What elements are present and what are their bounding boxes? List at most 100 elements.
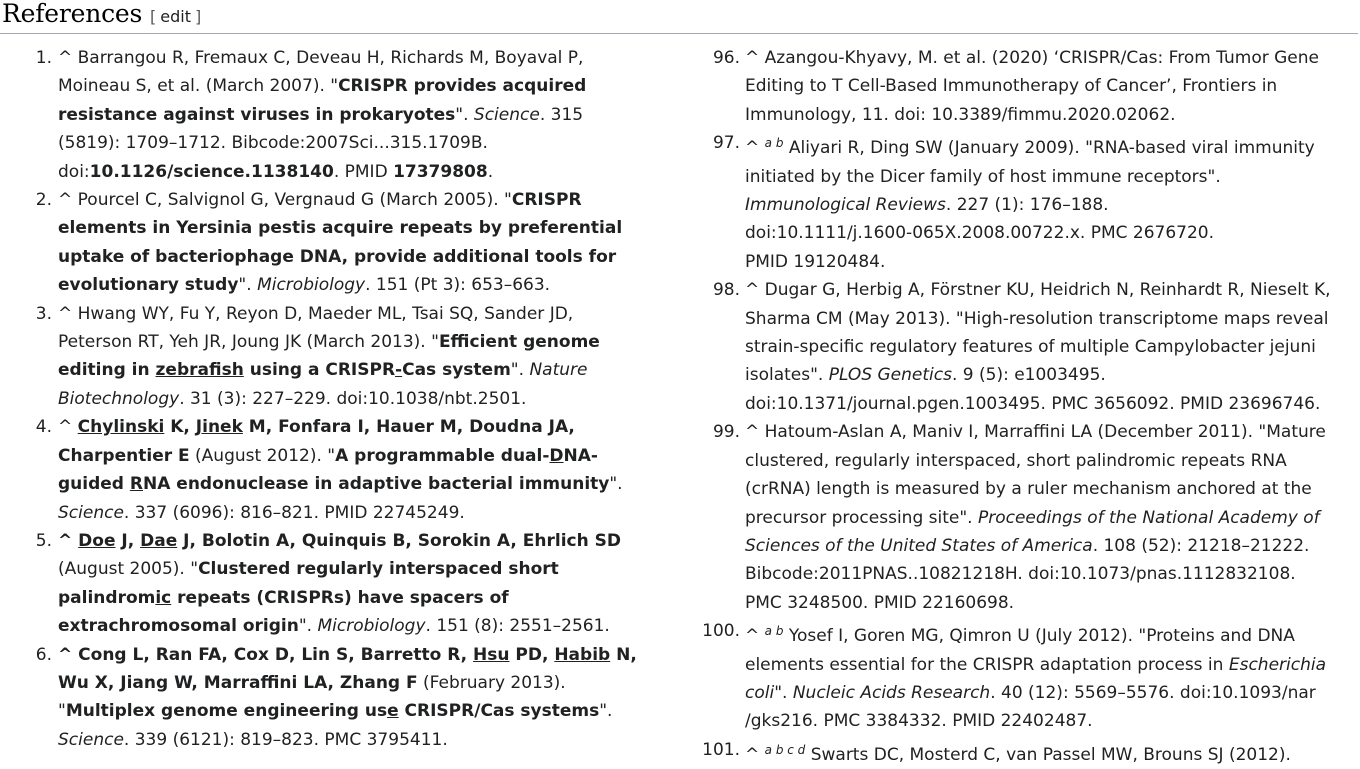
reference-text: . 151 (Pt 3): 653–663. [365, 275, 551, 296]
reference-line: Sharma CM (May 2013). "High-resolution t… [745, 305, 1358, 333]
reference-text: . 315 [539, 104, 584, 125]
reference-link[interactable]: Jinek [195, 417, 243, 438]
reference-text[interactable]: ^ [745, 138, 765, 159]
reference-line: elements in Yersinia pestis acquire repe… [58, 214, 680, 242]
reference-text: ". [298, 616, 318, 637]
reference-text: ". [510, 360, 530, 381]
reference-text: Immunology, 11. doi: 10.3389/fimmu.2020.… [745, 104, 1176, 125]
reference-text: (crRNA) length is measured by a ruler me… [745, 479, 1312, 500]
reference-line: precursor processing site". Proceedings … [745, 504, 1358, 532]
reference-text: doi: [58, 161, 90, 182]
reference-text[interactable]: ^ Hwang WY, Fu Y, Reyon D, Maeder ML, Ts… [58, 303, 574, 324]
backlink-letters[interactable]: a b [764, 136, 784, 151]
reference-text: PD, [509, 644, 555, 665]
reference-number: 100. [702, 621, 740, 642]
reference-link[interactable]: Dae [140, 530, 178, 551]
reference-text: . 339 (6121): 819–823. PMC 3795411. [123, 729, 448, 750]
reference-item: 98. ^ Dugar G, Herbig A, Förstner KU, Hei… [688, 276, 1358, 418]
reference-line: palindromic repeats (CRISPRs) have space… [58, 584, 680, 612]
reference-line: ^ a b Aliyari R, Ding SW (January 2009).… [745, 129, 1358, 162]
reference-text: J, [115, 530, 141, 551]
reference-text: (August 2012). " [189, 445, 336, 466]
reference-item: 3. ^ Hwang WY, Fu Y, Reyon D, Maeder ML, … [0, 300, 680, 414]
reference-text: N, [610, 644, 637, 665]
reference-text: 17379808 [393, 161, 488, 182]
reference-line: evolutionary study". Microbiology. 151 (… [58, 271, 680, 299]
reference-text[interactable]: ^ Pourcel C, Salvignol G, Vergnaud G (Ma… [58, 190, 512, 211]
reference-line: clustered, regularly interspaced, short … [745, 447, 1358, 475]
reference-text: Microbiology [257, 275, 366, 296]
reference-text: Nature [529, 360, 588, 381]
reference-text: Charpentier E [58, 445, 190, 466]
reference-text[interactable]: ^ Dugar G, Herbig A, Förstner KU, Heidri… [745, 280, 1331, 301]
reference-text: Wu X, Jiang W, Marraffini LA, Zhang F [58, 672, 418, 693]
reference-line: Sciences of the United States of America… [745, 532, 1358, 560]
reference-line: ^ a b Yosef I, Goren MG, Qimron U (July … [745, 617, 1358, 650]
reference-text[interactable]: ^ Cong L, Ran FA, Cox D, Lin S, Barretto… [58, 644, 473, 665]
reference-text: strain-specific regulatory features of m… [745, 337, 1316, 358]
reference-text[interactable]: ^ [745, 626, 765, 647]
reference-text: . PMID [333, 161, 394, 182]
reference-link[interactable]: zebrafish [155, 360, 244, 381]
references-column-right: 96. ^ Azangou-Khyavy, M. et al. (2020) ‘C… [688, 44, 1358, 769]
reference-text: Microbiology [317, 616, 426, 637]
reference-line: doi:10.1126/science.1138140. PMID 173798… [58, 158, 680, 186]
reference-line: Immunology, 11. doi: 10.3389/fimmu.2020.… [745, 101, 1358, 129]
reference-link[interactable]: Habib [554, 644, 611, 665]
reference-text[interactable]: ^ [58, 530, 79, 551]
reference-link[interactable]: Chylinski [77, 417, 165, 438]
reference-link[interactable]: D [549, 445, 564, 466]
reference-text: ". [455, 104, 474, 125]
reference-text: Science [473, 104, 540, 125]
reference-text[interactable]: ^ Azangou-Khyavy, M. et al. (2020) ‘CRIS… [745, 48, 1319, 68]
reference-text: CRISPR/Cas systems [398, 701, 600, 722]
reference-line: ^ Pourcel C, Salvignol G, Vergnaud G (Ma… [58, 186, 680, 214]
reference-text: CRISPR [511, 190, 582, 211]
reference-text: Multiplex genome engineering us [65, 701, 388, 722]
reference-line: uptake of bacteriophage DNA, provide add… [58, 243, 680, 271]
edit-link[interactable]: edit [160, 7, 191, 26]
references-column-left: 1. ^ Barrangou R, Fremaux C, Deveau H, Ri… [0, 44, 680, 754]
reference-line: Bibcode:2011PNAS..10821218H. doi:10.1073… [745, 560, 1358, 588]
backlink-letters[interactable]: a b [764, 624, 784, 639]
reference-text: . 337 (6096): 816–821. PMID 22745249. [123, 502, 465, 523]
reference-number: 6. [35, 644, 52, 665]
reference-item: 4. ^ Chylinski K, Jinek M, Fonfara I, Hau… [0, 413, 680, 527]
reference-line: elements essential for the CRISPR adapta… [745, 651, 1358, 679]
edit-bracket-close: ] [194, 7, 202, 26]
reference-link[interactable]: e [387, 701, 399, 722]
reference-text: PLOS Genetics [828, 365, 952, 386]
reference-link[interactable]: R [129, 474, 143, 495]
reference-text: Yosef I, Goren MG, Qimron U (July 2012).… [783, 626, 1295, 647]
reference-link[interactable]: Doe [78, 530, 116, 551]
reference-text: evolutionary study [58, 275, 239, 296]
reference-text: . 227 (1): 176–188. [945, 195, 1109, 216]
reference-text: Bibcode:2011PNAS..10821218H. doi:10.1073… [745, 564, 1296, 585]
reference-text: . 151 (8): 2551–2561. [425, 616, 610, 637]
reference-text: . 108 (52): 21218–21222. [1092, 535, 1310, 556]
reference-text: isolates". [745, 365, 829, 386]
backlink-letters[interactable]: a b c d [764, 742, 806, 757]
reference-link[interactable]: ic [155, 587, 172, 608]
reference-text: palindrom [58, 587, 156, 608]
reference-item: 2. ^ Pourcel C, Salvignol G, Vergnaud G (… [0, 186, 680, 300]
reference-text: ". [609, 474, 623, 495]
reference-text: doi:10.1371/journal.pgen.1003495. PMC 36… [745, 393, 1321, 414]
reference-text: K, [164, 417, 196, 438]
reference-text[interactable]: ^ [58, 417, 78, 438]
reference-text[interactable]: ^ [745, 744, 765, 765]
reference-text: PMC 3248500. PMID 22160698. [745, 592, 1015, 613]
reference-line: Editing to T Cell-Based Immunotherapy of… [745, 72, 1358, 100]
reference-item: 99. ^ Hatoum-Aslan A, Maniv I, Marraffini… [688, 418, 1358, 617]
reference-line: ^ Doe J, Dae J, Bolotin A, Quinquis B, S… [58, 527, 680, 555]
reference-text: extrachromosomal origin [58, 616, 299, 637]
reference-text[interactable]: ^ Hatoum-Aslan A, Maniv I, Marraffini LA… [745, 422, 1326, 443]
reference-line: Charpentier E (August 2012). "A programm… [58, 442, 680, 470]
reference-item: 6. ^ Cong L, Ran FA, Cox D, Lin S, Barret… [0, 641, 680, 755]
reference-text[interactable]: ^ Barrangou R, Fremaux C, Deveau H, Rich… [58, 48, 584, 68]
reference-text: . [487, 161, 494, 182]
reference-number: 97. [712, 133, 740, 154]
reference-link[interactable]: Hsu [473, 644, 510, 665]
reference-number: 5. [35, 530, 52, 551]
reference-link[interactable]: - [395, 360, 403, 381]
